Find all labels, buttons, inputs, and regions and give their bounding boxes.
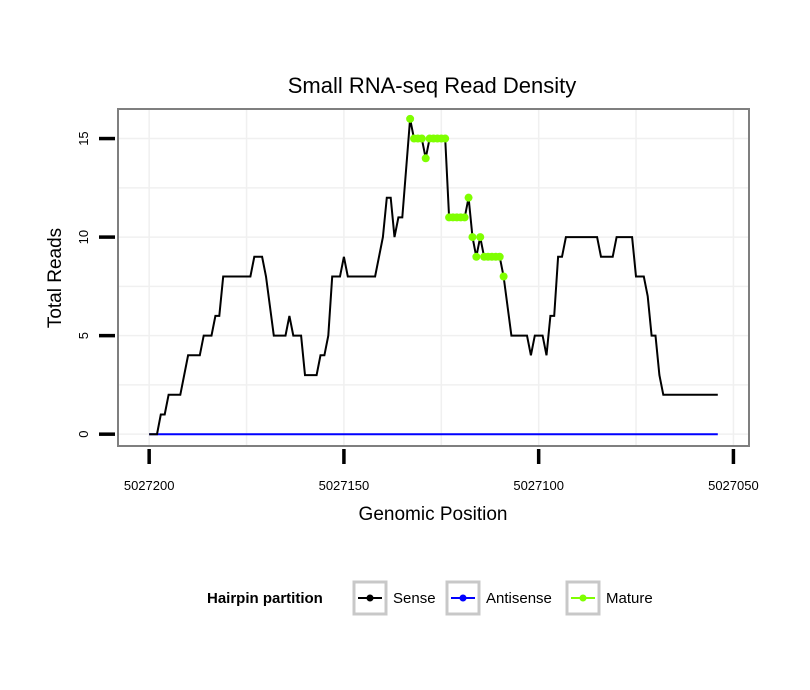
y-tick-label: 0 (76, 431, 91, 438)
legend-label: Sense (393, 590, 436, 607)
series-markers (406, 114, 508, 281)
legend-key-point (459, 594, 467, 602)
grid-lines (118, 109, 749, 446)
y-axis-ticks: 0 5 10 15 (76, 131, 115, 438)
legend: Hairpin partition Sense Antisense Mature (207, 580, 653, 616)
chart-title: Small RNA-seq Read Density (288, 73, 577, 98)
point-mature (468, 233, 477, 242)
legend-key-point (579, 594, 587, 602)
x-axis-title: Genomic Position (359, 504, 508, 525)
point-mature (460, 213, 469, 222)
legend-label: Mature (606, 590, 653, 607)
point-mature (472, 252, 481, 261)
legend-title: Hairpin partition (207, 590, 323, 607)
point-mature (406, 114, 415, 123)
plot-panel-border (117, 108, 750, 447)
y-tick-label: 15 (76, 131, 91, 145)
point-mature (441, 134, 450, 143)
x-tick-label: 5027100 (513, 478, 564, 493)
y-tick-label: 5 (76, 332, 91, 339)
point-mature (417, 134, 426, 143)
y-axis-title: Total Reads (45, 228, 66, 328)
legend-label: Antisense (486, 590, 552, 607)
legend-key-point (366, 594, 374, 602)
legend-item-sense: Sense (352, 580, 436, 616)
x-tick-label: 5027150 (319, 478, 370, 493)
point-mature (476, 233, 485, 242)
series-lines (149, 118, 718, 436)
legend-item-mature: Mature (565, 580, 653, 616)
point-mature (421, 154, 430, 163)
x-axis-ticks: 5027200 5027150 5027100 5027050 (124, 449, 759, 493)
point-mature (464, 193, 473, 202)
x-tick-label: 5027200 (124, 478, 175, 493)
point-mature (499, 272, 508, 281)
y-tick-label: 10 (76, 230, 91, 244)
legend-item-antisense: Antisense (445, 580, 552, 616)
x-tick-label: 5027050 (708, 478, 759, 493)
series-line-sense (149, 118, 718, 436)
point-mature (495, 252, 504, 261)
